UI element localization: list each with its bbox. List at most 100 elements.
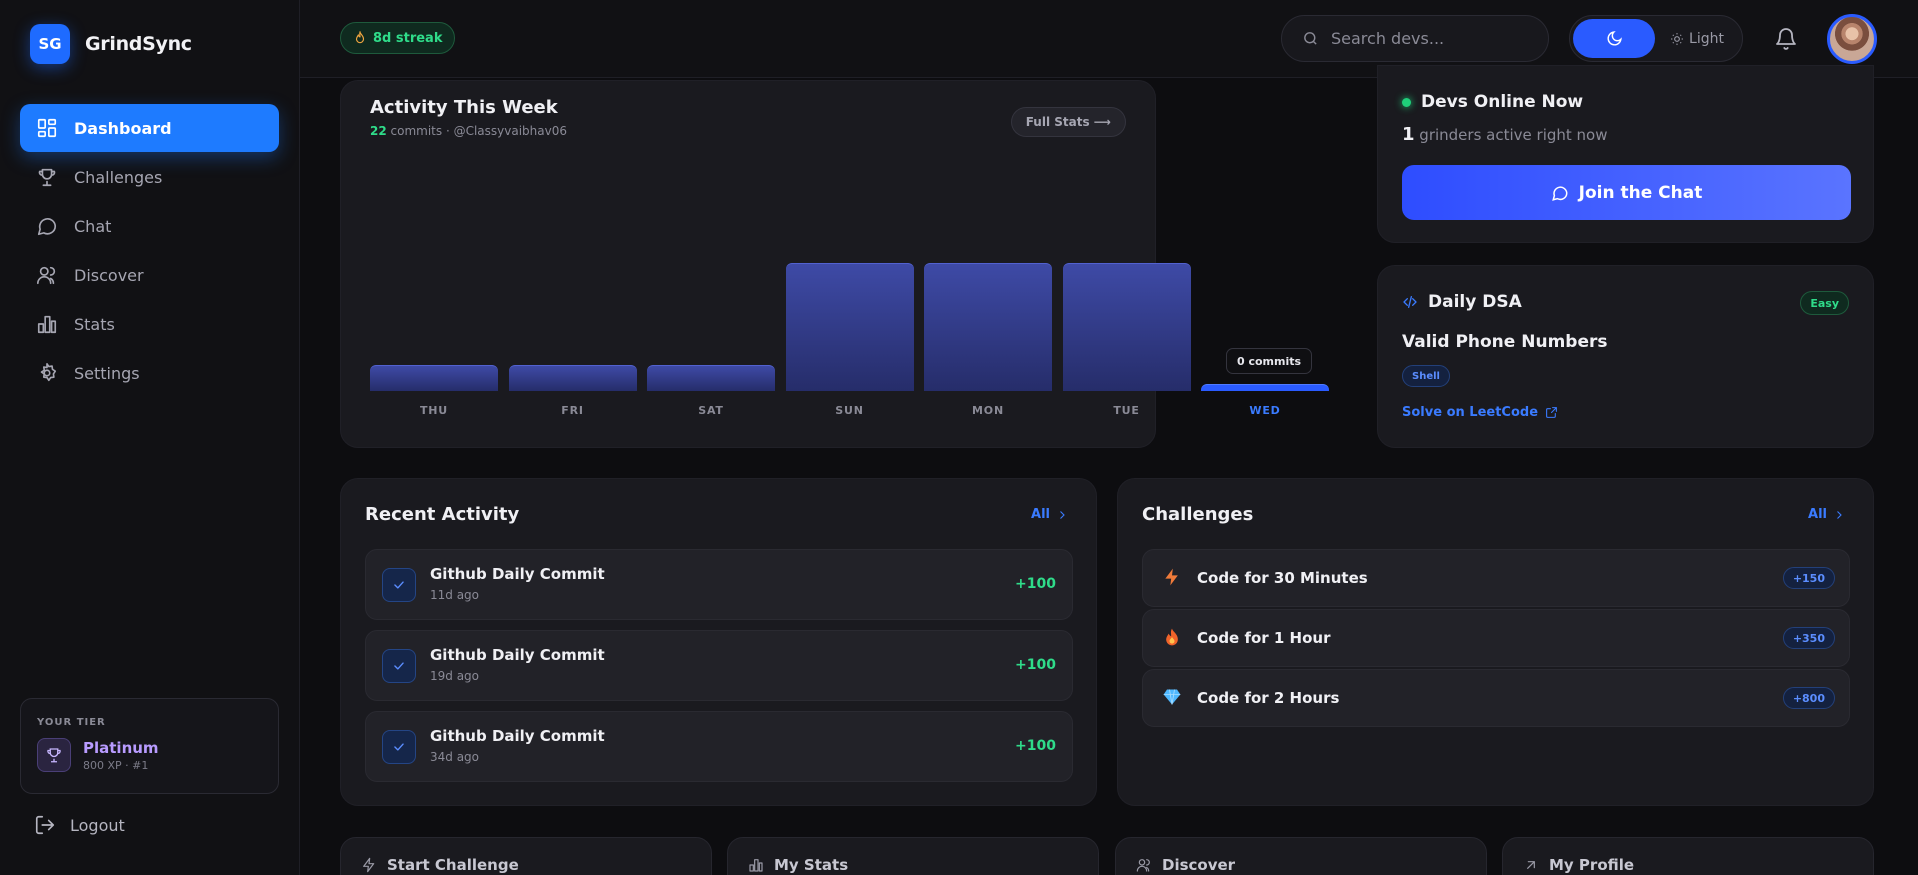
activity-item-title: Github Daily Commit xyxy=(430,565,605,583)
chart-bar-tue[interactable] xyxy=(1062,263,1191,391)
activity-subtitle: 22 commits · @Classyvaibhav06 xyxy=(370,124,567,138)
brand[interactable]: SG GrindSync xyxy=(30,24,192,64)
challenge-item[interactable]: Code for 2 Hours +800 xyxy=(1142,669,1850,727)
streak-badge: 8d streak xyxy=(340,22,456,54)
challenges-all-link[interactable]: All xyxy=(1808,507,1845,522)
chevron-right-icon xyxy=(1837,510,1842,519)
solve-leetcode-link[interactable]: Solve on LeetCode xyxy=(1402,405,1558,420)
tier-xp: 800 XP · #1 xyxy=(83,758,149,772)
sidebar-item-settings[interactable]: Settings xyxy=(20,349,279,397)
check-icon xyxy=(382,730,416,764)
theme-dark-button[interactable] xyxy=(1573,19,1655,58)
chart-bar-fri[interactable] xyxy=(508,365,637,391)
search-box[interactable] xyxy=(1281,15,1549,62)
daily-dsa-card: Daily DSA Easy Valid Phone Numbers Shell… xyxy=(1377,265,1874,448)
list-item[interactable]: Github Daily Commit 11d ago +100 xyxy=(365,549,1073,620)
full-stats-button[interactable]: Full Stats ⟶ xyxy=(1010,107,1126,137)
chart-tick-label: THU xyxy=(419,404,449,417)
theme-light-label: Light xyxy=(1689,30,1724,47)
activity-item-title: Github Daily Commit xyxy=(430,646,605,664)
quick-action-my-profile[interactable]: My Profile xyxy=(1502,837,1874,875)
sidebar-item-label: Discover xyxy=(74,265,144,285)
lightning-icon xyxy=(363,857,375,873)
challenges-title: Challenges xyxy=(1142,504,1254,525)
grid-icon xyxy=(37,118,57,138)
tier-card: YOUR TIER Platinum 800 XP · #1 xyxy=(20,698,279,794)
search-input[interactable] xyxy=(1331,29,1531,48)
sidebar-item-stats[interactable]: Stats xyxy=(20,300,279,348)
dsa-tag: Shell xyxy=(1402,365,1450,387)
check-icon xyxy=(382,568,416,602)
bar-chart-icon xyxy=(749,859,763,872)
activity-card: Activity This Week 22 commits · @Classyv… xyxy=(340,80,1329,448)
chart-bar-wed[interactable] xyxy=(1201,384,1329,391)
check-icon xyxy=(382,649,416,683)
chevron-right-icon xyxy=(1060,510,1065,519)
chart-tick-label: SUN xyxy=(835,404,864,417)
sidebar-item-discover[interactable]: Discover xyxy=(20,251,279,299)
sidebar: SG GrindSync Dashboard Challenges Chat D… xyxy=(0,0,300,875)
recent-activity-title: Recent Activity xyxy=(365,504,520,525)
activity-item-points: +100 xyxy=(1015,576,1056,592)
sidebar-item-label: Chat xyxy=(74,216,112,236)
sidebar-item-label: Dashboard xyxy=(74,118,172,138)
join-chat-button[interactable]: Join the Chat xyxy=(1402,165,1851,220)
flame-icon xyxy=(355,31,365,44)
notifications-button[interactable] xyxy=(1774,27,1798,51)
quick-action-start-challenge[interactable]: Start Challenge xyxy=(340,837,712,875)
chart-bar-sun[interactable] xyxy=(785,263,914,391)
chart-tooltip: 0 commits xyxy=(1226,348,1313,374)
gear-icon xyxy=(40,363,57,382)
fire-icon xyxy=(1161,627,1183,649)
chart-bar-thu[interactable] xyxy=(370,365,498,391)
chart-bar-sat[interactable] xyxy=(647,365,775,391)
bar-chart-icon xyxy=(37,315,57,334)
sidebar-item-dashboard[interactable]: Dashboard xyxy=(20,104,279,152)
sidebar-item-chat[interactable]: Chat xyxy=(20,202,279,250)
theme-light-button[interactable]: Light xyxy=(1655,31,1739,47)
join-chat-label: Join the Chat xyxy=(1578,182,1703,203)
list-item[interactable]: Github Daily Commit 34d ago +100 xyxy=(365,711,1073,782)
chart-bar-mon[interactable] xyxy=(924,263,1052,391)
all-label: All xyxy=(1808,507,1827,522)
chart-tick-label: SAT xyxy=(698,404,724,417)
moon-icon xyxy=(1607,31,1622,46)
diamond-icon xyxy=(1161,687,1183,709)
list-item[interactable]: Github Daily Commit 19d ago +100 xyxy=(365,630,1073,701)
search-icon xyxy=(1304,32,1317,45)
brand-name: GrindSync xyxy=(85,33,192,55)
quick-action-label: My Profile xyxy=(1549,856,1635,874)
quick-action-discover[interactable]: Discover xyxy=(1115,837,1487,875)
sidebar-item-challenges[interactable]: Challenges xyxy=(20,153,279,201)
dsa-problem-title: Valid Phone Numbers xyxy=(1402,332,1608,352)
recent-all-link[interactable]: All xyxy=(1031,507,1068,522)
challenge-points: +350 xyxy=(1782,627,1835,649)
brand-logo: SG xyxy=(30,24,70,64)
online-title-row: Devs Online Now xyxy=(1402,92,1583,112)
activity-bar-chart: THU FRI SAT SUN MON TUE WED 0 commits xyxy=(370,231,1329,431)
logout-label: Logout xyxy=(70,815,125,835)
avatar[interactable] xyxy=(1827,14,1877,64)
logout-button[interactable]: Logout xyxy=(34,814,125,836)
quick-action-content: My Stats xyxy=(748,856,848,874)
activity-item-time: 11d ago xyxy=(430,588,480,602)
quick-action-content: Discover xyxy=(1136,856,1235,874)
solve-leetcode-label: Solve on LeetCode xyxy=(1402,405,1539,420)
online-dot-icon xyxy=(1402,97,1411,107)
sidebar-item-label: Settings xyxy=(74,363,140,383)
activity-item-title: Github Daily Commit xyxy=(430,727,605,745)
online-card: Devs Online Now 1 grinders active right … xyxy=(1377,65,1874,243)
chat-bubble-icon xyxy=(37,218,57,236)
challenge-item[interactable]: Code for 1 Hour +350 xyxy=(1142,609,1850,667)
online-title: Devs Online Now xyxy=(1421,92,1584,112)
challenges-card: Challenges All Code for 30 Minutes +150 … xyxy=(1117,478,1874,806)
tier-label: YOUR TIER xyxy=(37,717,106,728)
quick-action-label: Start Challenge xyxy=(387,856,519,874)
challenge-item[interactable]: Code for 30 Minutes +150 xyxy=(1142,549,1850,607)
code-icon xyxy=(1403,296,1417,308)
challenge-points: +150 xyxy=(1782,567,1835,589)
quick-action-label: My Stats xyxy=(774,856,849,874)
commit-count: 22 xyxy=(370,124,387,138)
quick-action-my-stats[interactable]: My Stats xyxy=(727,837,1099,875)
trophy-icon xyxy=(37,738,71,772)
